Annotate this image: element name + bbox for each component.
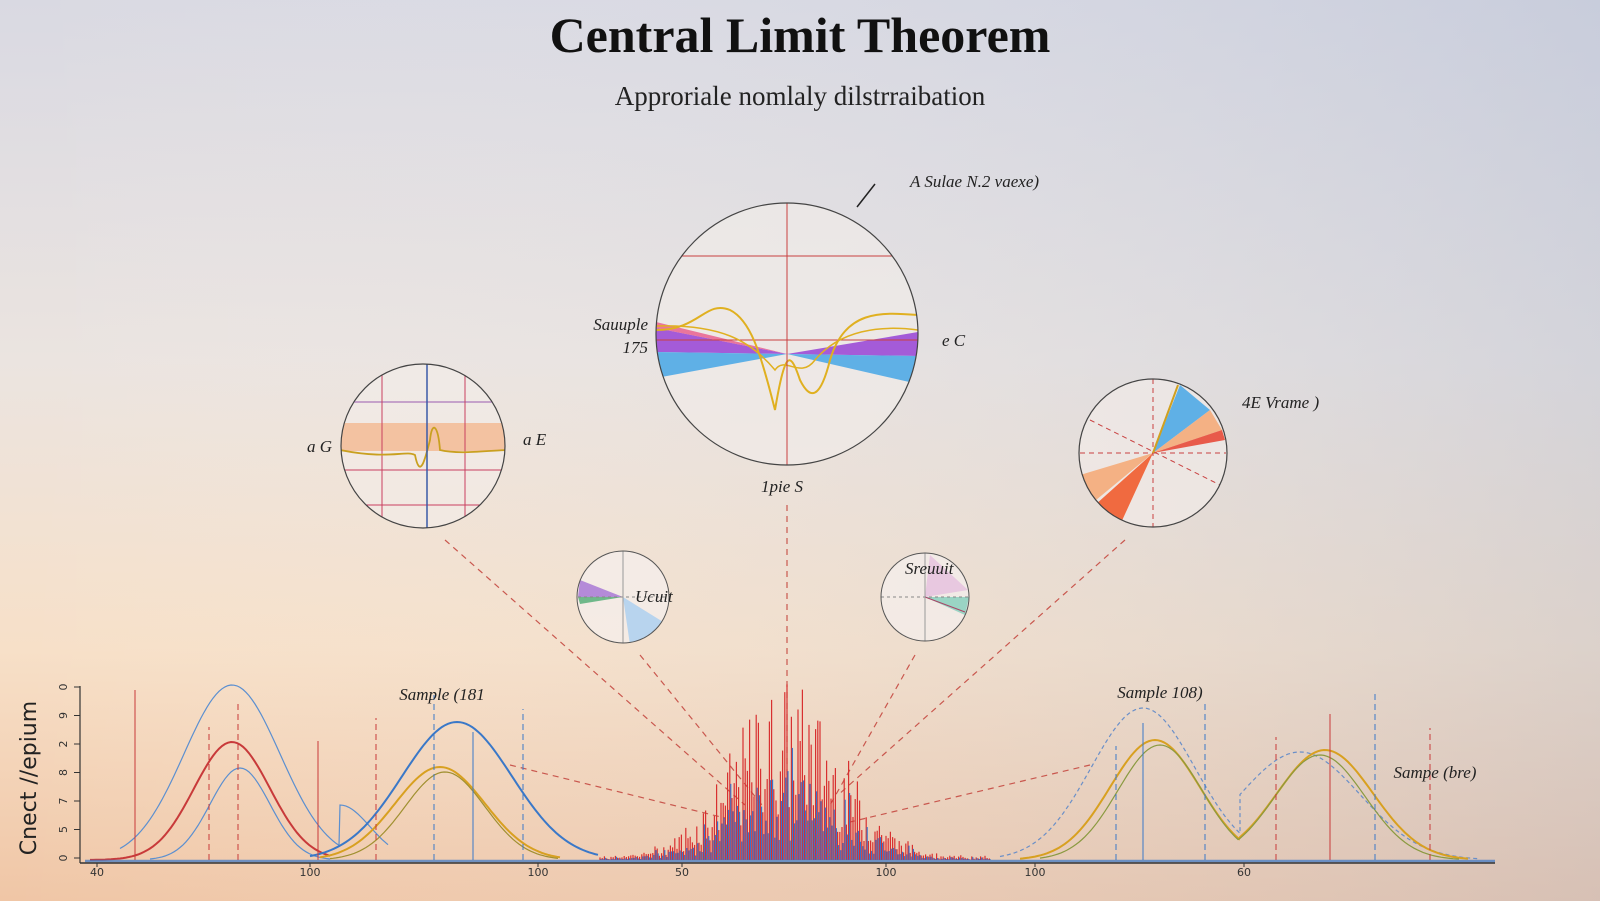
annotation: e C bbox=[942, 331, 966, 350]
annotation: a G bbox=[307, 437, 332, 456]
left-circle bbox=[340, 363, 506, 529]
small-circle: Ucuit bbox=[576, 550, 674, 644]
y-tick-label: 0 bbox=[57, 855, 70, 862]
x-tick-label: 100 bbox=[300, 866, 321, 879]
x-tick-label: 50 bbox=[675, 866, 689, 879]
title: Central Limit Theorem bbox=[550, 7, 1051, 63]
annotation: Ucuit bbox=[635, 587, 674, 606]
curve bbox=[309, 720, 599, 858]
y-axis-label: Cnect //epium bbox=[17, 701, 42, 855]
subtitle: Approriale nomlaly dilstrraibation bbox=[615, 81, 986, 111]
curve bbox=[319, 765, 561, 859]
big-circle bbox=[655, 183, 919, 466]
annotation: Sauuple bbox=[593, 315, 648, 334]
small-circle: Sreuuit bbox=[880, 552, 970, 642]
annotation: A Sulae N.2 vaexe) bbox=[909, 172, 1039, 191]
annotation: Sreuuit bbox=[905, 559, 955, 578]
annotation: 175 bbox=[623, 338, 649, 357]
y-tick-label: 8 bbox=[57, 769, 70, 776]
x-tick-label: 60 bbox=[1237, 866, 1251, 879]
curve bbox=[149, 767, 331, 860]
annotation: Sample 108) bbox=[1117, 683, 1203, 702]
curve bbox=[999, 707, 1481, 860]
y-tick-label: 5 bbox=[57, 826, 70, 833]
x-tick-label: 100 bbox=[1025, 866, 1046, 879]
annotation: Sample (181 bbox=[399, 685, 484, 704]
y-tick-label: 7 bbox=[57, 798, 70, 805]
y-tick-label: 0 bbox=[57, 684, 70, 691]
curve bbox=[1039, 744, 1460, 860]
curve bbox=[90, 740, 331, 861]
curve bbox=[329, 771, 559, 860]
annotation: a E bbox=[523, 430, 547, 449]
curve bbox=[119, 684, 389, 850]
y-tick-label: 2 bbox=[57, 741, 70, 748]
right-circle bbox=[1078, 378, 1228, 528]
y-tick-label: 9 bbox=[57, 712, 70, 719]
annotation: 1pie S bbox=[761, 477, 804, 496]
annotation: 4E Vrame ) bbox=[1242, 393, 1319, 412]
distribution-curves bbox=[85, 684, 1495, 863]
x-tick-label: 100 bbox=[528, 866, 549, 879]
x-tick-label: 100 bbox=[876, 866, 897, 879]
annotation: Sampe (bre) bbox=[1394, 763, 1477, 782]
curve bbox=[1019, 738, 1469, 860]
x-tick-label: 40 bbox=[90, 866, 104, 879]
